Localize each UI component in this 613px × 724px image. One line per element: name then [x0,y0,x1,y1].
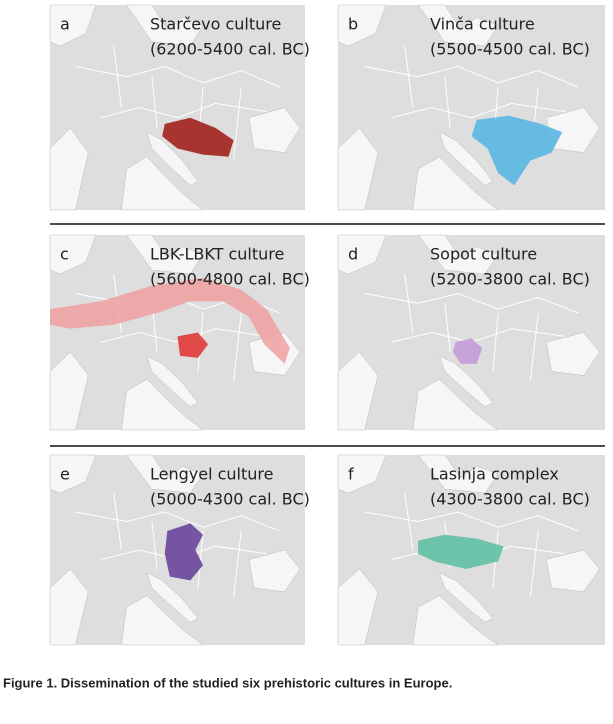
sea [418,5,498,46]
map-geometry [338,455,600,645]
panel-letter: b [348,15,358,34]
culture-area [162,117,234,157]
sea [338,352,378,430]
sea [413,596,498,645]
culture-area [452,338,483,364]
sea [546,550,599,592]
sea [50,128,88,210]
border [76,46,280,159]
map-geometry [338,235,600,430]
map-panel: c LBK-LBKT culture (5600-4800 cal. BC) [50,235,310,430]
sea [121,157,203,210]
sea [439,356,492,407]
sea [338,235,386,274]
sea [546,333,599,376]
sea [413,157,498,210]
panel-letter: c [60,245,69,264]
sea [413,379,498,430]
map-panel: a Starčevo culture (6200-5400 cal. BC) [50,5,310,210]
panel-title: Starčevo culture [150,15,281,34]
culture-area [418,534,504,569]
sea [127,455,204,493]
sea [439,573,492,622]
sea [249,108,300,153]
panel-dates: (5200-3800 cal. BC) [430,270,590,289]
sea [121,379,203,430]
map-geometry [338,5,600,210]
sea [50,235,96,274]
panel-title: LBK-LBKT culture [150,245,284,264]
culture-area [177,332,209,358]
map-panel: d Sopot culture (5200-3800 cal. BC) [338,235,605,430]
map-geometry [50,235,300,430]
map-geometry [50,455,300,645]
panel-dates: (5000-4300 cal. BC) [150,490,310,509]
sea [127,5,204,46]
map-panel: b Vinča culture (5500-4500 cal. BC) [338,5,605,210]
panel-letter: f [348,465,354,484]
culture-area [164,523,203,581]
sea [50,455,96,493]
sea [338,5,386,46]
sea [338,569,378,645]
culture-area [471,115,563,186]
sea [249,550,300,592]
panel-title: Vinča culture [430,15,535,34]
panel-title: Lasinja complex [430,465,559,484]
sea [147,573,198,622]
sea [50,352,88,430]
sea [439,132,492,185]
sea [147,132,198,185]
culture-area [50,277,290,364]
map-panel: f Lasinja complex (4300-3800 cal. BC) [338,455,605,645]
panel-dates: (4300-3800 cal. BC) [430,490,590,509]
sea [121,596,203,645]
panel-letter: a [60,15,70,34]
sea [127,235,204,274]
panel-title: Sopot culture [430,245,537,264]
caption: Figure 1. Dissemination of the studied s… [3,675,452,690]
panel-dates: (6200-5400 cal. BC) [150,40,310,59]
sea [50,569,88,645]
map-panel: e Lengyel culture (5000-4300 cal. BC) [50,455,310,645]
sea [50,5,96,46]
panel-letter: e [60,465,70,484]
map-geometry [50,5,300,210]
sea [147,356,198,407]
panel-dates: (5600-4800 cal. BC) [150,270,310,289]
sea [338,128,378,210]
sea [418,235,498,274]
panel-letter: d [348,245,358,264]
panel-title: Lengyel culture [150,465,273,484]
sea [338,455,386,493]
panel-dates: (5500-4500 cal. BC) [430,40,590,59]
sea [418,455,498,493]
